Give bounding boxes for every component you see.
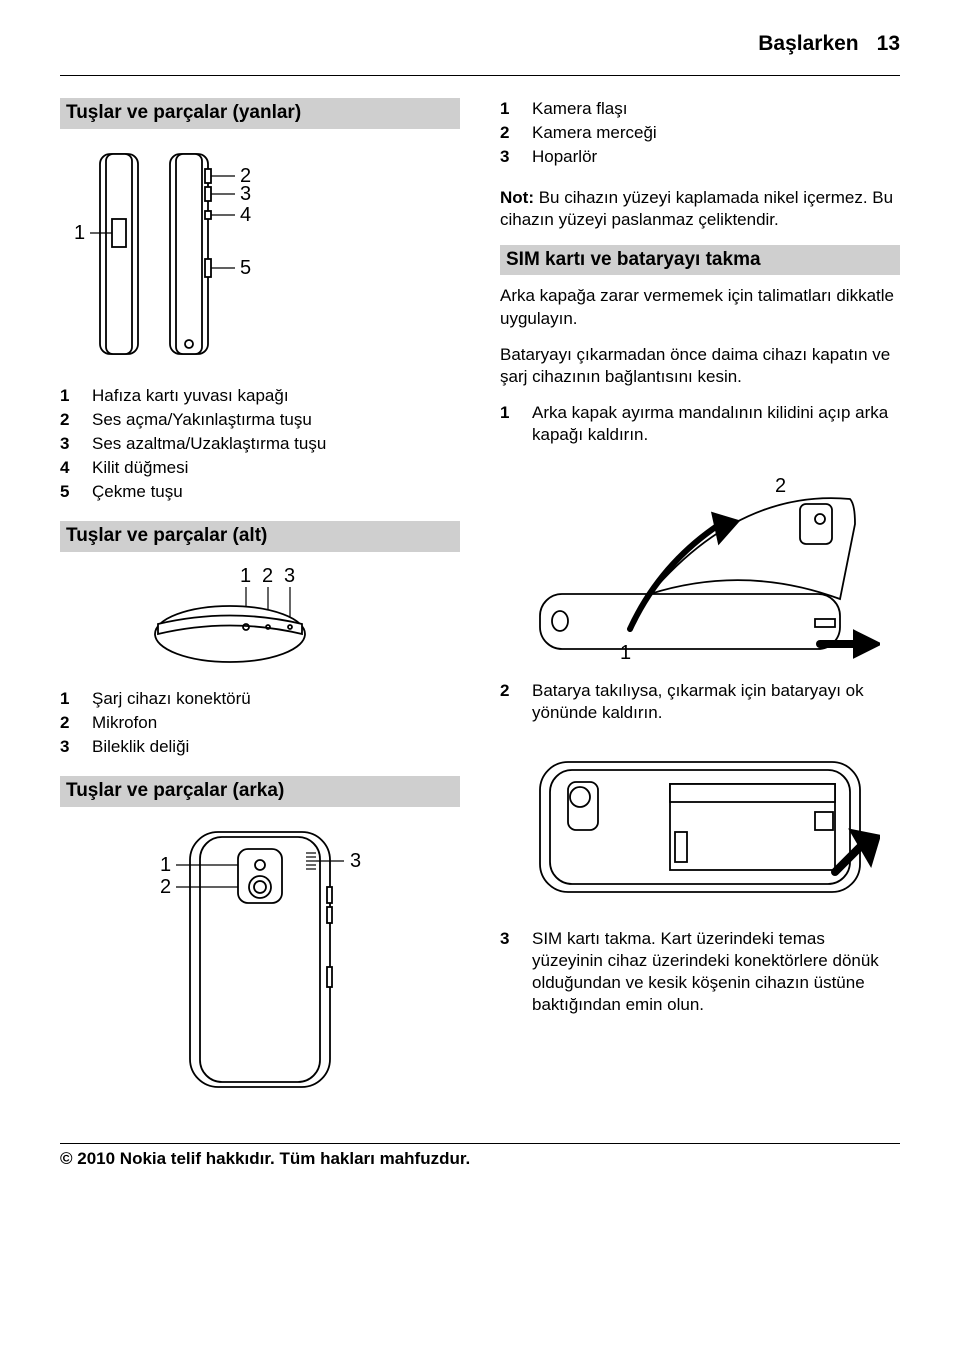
header-section: Başlarken bbox=[758, 30, 858, 57]
svg-text:3: 3 bbox=[350, 850, 361, 872]
page-number: 13 bbox=[877, 30, 900, 57]
heading-sim: SIM kartı ve bataryayı takma bbox=[500, 245, 900, 276]
svg-text:4: 4 bbox=[240, 204, 251, 226]
svg-text:2: 2 bbox=[160, 876, 171, 898]
list-sides: 1 Hafıza kartı yuvası kapağı 2 Ses açma/Ya… bbox=[60, 385, 460, 503]
label: SIM kartı takma. Kart üzerindeki temas y… bbox=[532, 928, 900, 1016]
list-bottom: 1 Şarj cihazı konektörü 2 Mikrofon 3 Bilekl… bbox=[60, 688, 460, 758]
left-column: Tuşlar ve parçalar (yanlar) bbox=[60, 98, 460, 1113]
num: 5 bbox=[60, 481, 74, 503]
svg-text:1: 1 bbox=[240, 565, 251, 587]
step-2: 2 Batarya takılıysa, çıkarmak için batary… bbox=[500, 680, 900, 724]
heading-sides: Tuşlar ve parçalar (yanlar) bbox=[60, 98, 460, 129]
label: Kamera merceği bbox=[532, 122, 657, 144]
heading-back: Tuşlar ve parçalar (arka) bbox=[60, 776, 460, 807]
svg-text:1: 1 bbox=[74, 222, 85, 244]
num: 3 bbox=[500, 146, 514, 168]
num: 3 bbox=[500, 928, 514, 1016]
num: 2 bbox=[500, 680, 514, 724]
sim-warning: Bataryayı çıkarmadan önce daima cihazı k… bbox=[500, 344, 900, 388]
label: Batarya takılıysa, çıkarmak için batarya… bbox=[532, 680, 900, 724]
rule-bottom bbox=[60, 1143, 900, 1144]
label: Bileklik deliği bbox=[92, 736, 189, 758]
num: 2 bbox=[60, 712, 74, 734]
label: Kilit düğmesi bbox=[92, 457, 188, 479]
figure-back: 1 2 3 bbox=[60, 817, 460, 1097]
step-1: 1 Arka kapak ayırma mandalının kilidini a… bbox=[500, 402, 900, 446]
figure-bottom: 1 2 3 bbox=[60, 562, 460, 672]
svg-text:3: 3 bbox=[284, 565, 295, 587]
num: 2 bbox=[60, 409, 74, 431]
sim-intro: Arka kapağa zarar vermemek için talimatl… bbox=[500, 285, 900, 329]
step-3: 3SIM kartı takma. Kart üzerindeki temas … bbox=[500, 928, 900, 1016]
label: Mikrofon bbox=[92, 712, 157, 734]
svg-text:5: 5 bbox=[240, 257, 251, 279]
num: 1 bbox=[500, 402, 514, 446]
heading-bottom: Tuşlar ve parçalar (alt) bbox=[60, 521, 460, 552]
figure-step1: 2 1 bbox=[500, 464, 900, 664]
num: 1 bbox=[60, 385, 74, 407]
right-column: 1Kamera flaşı 2Kamera merceği 3Hoparlör … bbox=[500, 98, 900, 1113]
label: Şarj cihazı konektörü bbox=[92, 688, 251, 710]
note-lead: Not: bbox=[500, 188, 539, 207]
label: Kamera flaşı bbox=[532, 98, 627, 120]
label: Çekme tuşu bbox=[92, 481, 183, 503]
label: Hoparlör bbox=[532, 146, 597, 168]
num: 4 bbox=[60, 457, 74, 479]
list-back: 1 Kamera flaşı 2 Kamera merceği 3 Hoparlör bbox=[500, 98, 900, 168]
label: Hafıza kartı yuvası kapağı bbox=[92, 385, 289, 407]
rule-top bbox=[60, 75, 900, 76]
label: Ses azaltma/Uzaklaştırma tuşu bbox=[92, 433, 326, 455]
svg-text:2: 2 bbox=[775, 475, 786, 497]
svg-text:1: 1 bbox=[160, 854, 171, 876]
label: Ses açma/Yakınlaştırma tuşu bbox=[92, 409, 312, 431]
page-header: Başlarken 13 bbox=[60, 30, 900, 57]
label: Arka kapak ayırma mandalının kilidini aç… bbox=[532, 402, 900, 446]
footer: © 2010 Nokia telif hakkıdır. Tüm hakları… bbox=[60, 1143, 900, 1170]
svg-text:3: 3 bbox=[240, 183, 251, 205]
num: 1 bbox=[500, 98, 514, 120]
num: 3 bbox=[60, 736, 74, 758]
figure-sides: 1 2 3 4 5 bbox=[60, 139, 460, 369]
num: 1 bbox=[60, 688, 74, 710]
num: 3 bbox=[60, 433, 74, 455]
figure-step2 bbox=[500, 742, 900, 912]
note-body: Bu cihazın yüzeyi kaplamada nikel içerme… bbox=[500, 188, 893, 229]
copyright: © 2010 Nokia telif hakkıdır. Tüm hakları… bbox=[60, 1148, 900, 1170]
svg-text:1: 1 bbox=[620, 642, 631, 664]
note: Not: Bu cihazın yüzeyi kaplamada nikel i… bbox=[500, 187, 900, 231]
svg-text:2: 2 bbox=[262, 565, 273, 587]
num: 2 bbox=[500, 122, 514, 144]
